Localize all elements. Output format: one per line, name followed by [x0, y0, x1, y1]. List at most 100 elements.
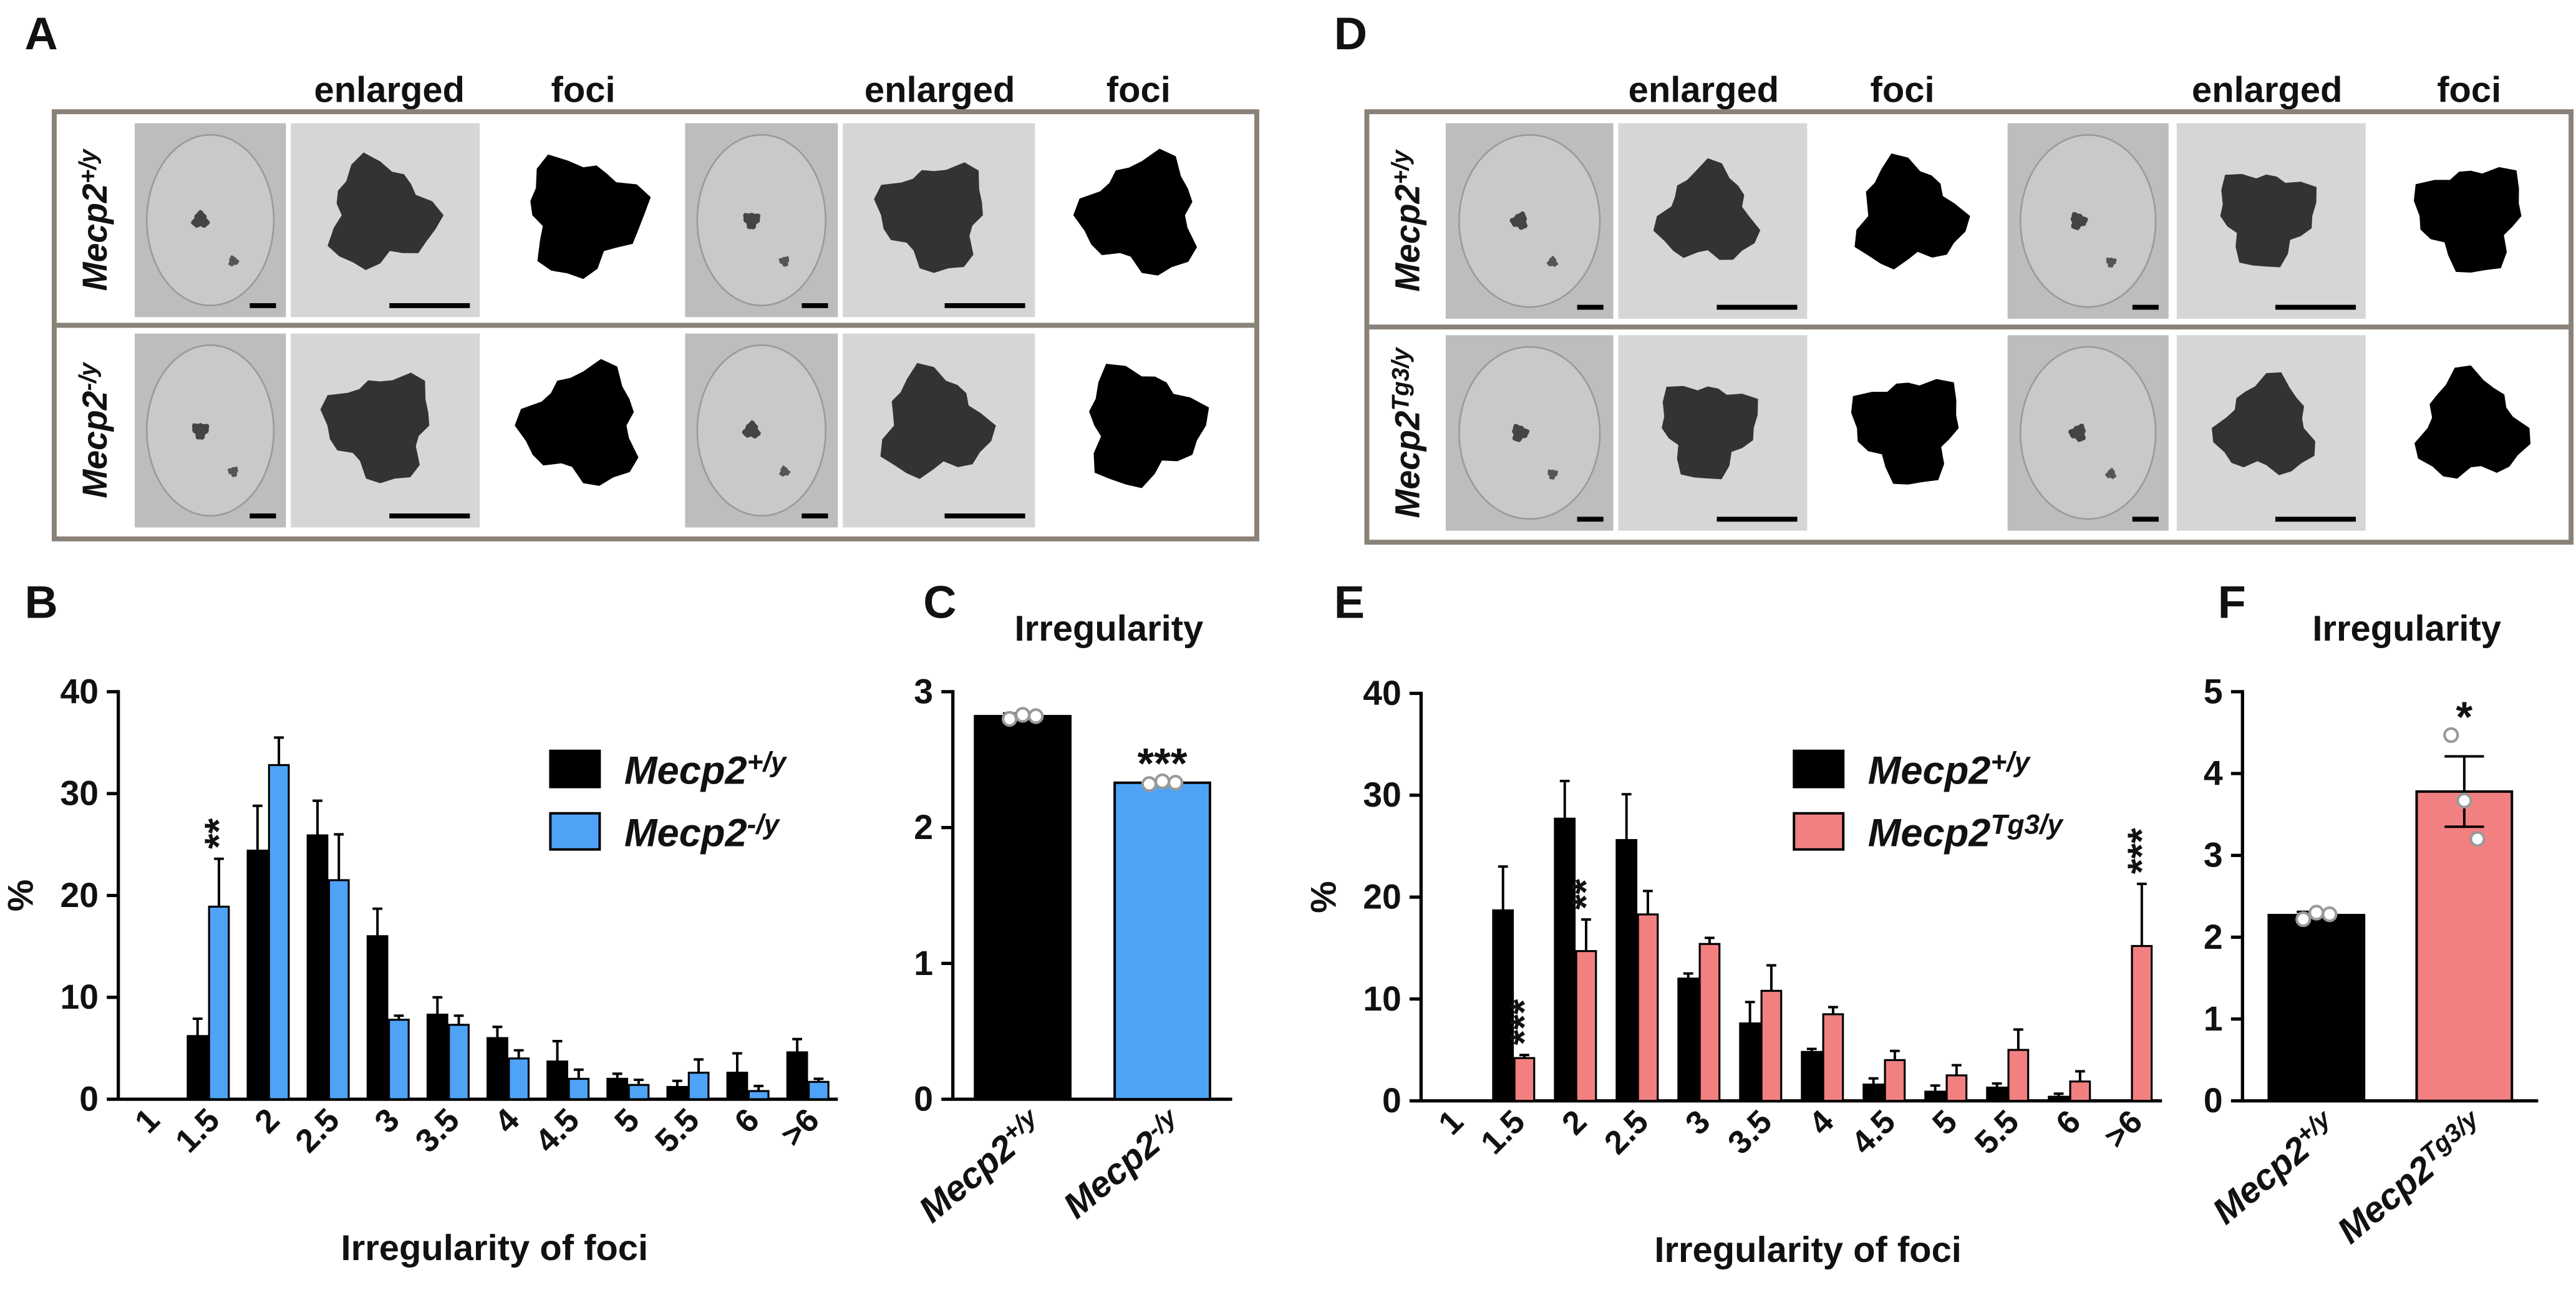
error-bar [1806, 1047, 1817, 1052]
x-tick-label: 4 [1802, 1103, 1841, 1142]
y-tick-label: 2 [914, 808, 933, 847]
x-tick-label: 4.5 [1844, 1103, 1902, 1161]
nucleus [2019, 134, 2157, 308]
data-point [2308, 905, 2325, 921]
bar [546, 1060, 568, 1100]
bar [508, 1057, 530, 1100]
x-tick-label: >6 [2097, 1103, 2149, 1155]
legend-swatch [1793, 749, 1845, 788]
y-tick-label: 3 [2204, 836, 2223, 875]
bar [1513, 1057, 1536, 1102]
bar [568, 1077, 590, 1100]
chart-title: Irregularity [1015, 609, 1204, 649]
column-header: foci [551, 70, 616, 110]
chromocenter [227, 466, 238, 477]
legend-label: Mecp2-/y [624, 810, 781, 855]
chromocenter [742, 420, 762, 439]
enlarged-focus [1653, 158, 1761, 260]
error-bar [732, 1052, 742, 1073]
error-bar [252, 804, 263, 851]
error-bar [1519, 1054, 1529, 1059]
enlarged-focus [320, 372, 430, 483]
x-tick-label: 6 [2049, 1103, 2088, 1142]
error-bar [2053, 1092, 2064, 1097]
bar [1862, 1083, 1885, 1102]
y-tick-label: 0 [1382, 1081, 1402, 1120]
y-tick-label: 0 [79, 1080, 99, 1118]
column-header: enlarged [314, 70, 465, 110]
y-tick-label: 10 [61, 978, 99, 1016]
error-bar [334, 833, 344, 880]
nucleus [696, 133, 827, 307]
bar [974, 715, 1072, 1101]
x-tick-label: >6 [774, 1102, 826, 1154]
x-tick-label: 2 [248, 1102, 286, 1140]
bar [747, 1090, 770, 1100]
error-bar [1705, 936, 1715, 944]
panel-label: B [25, 576, 58, 628]
bar [1492, 909, 1514, 1102]
bar [687, 1072, 710, 1100]
y-tick-label: 30 [1363, 775, 1402, 814]
bar [1945, 1074, 1968, 1102]
row-label: Mecp2+/y [75, 148, 114, 291]
error-bar [694, 1058, 704, 1073]
chromocenter [2070, 211, 2088, 231]
y-tick-label: 10 [1363, 979, 1402, 1018]
panel-label: F [2218, 576, 2246, 628]
data-point [1001, 711, 1018, 727]
bar [627, 1084, 650, 1100]
y-tick-label: 1 [2204, 999, 2223, 1038]
x-tick-label: 2.5 [1597, 1103, 1655, 1161]
x-tick-label: 5 [608, 1102, 646, 1140]
chromocenter [779, 465, 791, 477]
x-axis-label: Irregularity of foci [341, 1228, 649, 1268]
bar [2007, 1049, 2030, 1102]
bar [366, 935, 389, 1100]
error-bar [1745, 1001, 1755, 1024]
bar [306, 834, 329, 1100]
error-bar [274, 736, 284, 765]
error-bar [1992, 1082, 2002, 1088]
legend-swatch [549, 812, 601, 851]
chromocenter [2106, 257, 2117, 268]
column-header: foci [2437, 70, 2501, 110]
error-bar [192, 1017, 203, 1036]
x-tick-label: 3 [367, 1102, 406, 1140]
focus-mask [1073, 148, 1198, 276]
error-bar [813, 1077, 824, 1082]
column-header: foci [1871, 70, 1935, 110]
bar [1637, 913, 1659, 1102]
bar [186, 1035, 209, 1100]
error-bar [1498, 865, 1508, 911]
chart-title: Irregularity [2312, 609, 2501, 649]
nucleus [146, 133, 275, 307]
bar [786, 1051, 808, 1100]
data-point [2469, 831, 2486, 847]
error-bar [753, 1084, 764, 1092]
bar [1760, 989, 1783, 1102]
nucleus [696, 344, 827, 517]
bar [448, 1024, 470, 1100]
y-axis-label: % [1, 880, 41, 912]
y-tick-label: 40 [61, 672, 99, 711]
error-bar [492, 1026, 503, 1039]
bar [426, 1013, 448, 1100]
y-tick-label: 2 [2204, 918, 2223, 956]
error-bar [573, 1068, 584, 1079]
legend-swatch [1793, 812, 1845, 851]
x-tick-label: 4.5 [528, 1102, 586, 1160]
y-tick-label: 20 [61, 876, 99, 915]
chromocenter [190, 210, 210, 228]
x-tick-label: 1.5 [1474, 1103, 1532, 1161]
data-point [2456, 792, 2472, 808]
error-bar [1868, 1077, 1879, 1085]
bar [1739, 1022, 1761, 1102]
error-bar [792, 1037, 803, 1052]
column-header: enlarged [864, 70, 1015, 110]
x-tick-label: 2 [1555, 1103, 1594, 1142]
data-point [2295, 911, 2312, 928]
focus-mask [515, 359, 639, 486]
focus-mask [1851, 379, 1959, 485]
x-tick-label: 4 [488, 1102, 526, 1140]
